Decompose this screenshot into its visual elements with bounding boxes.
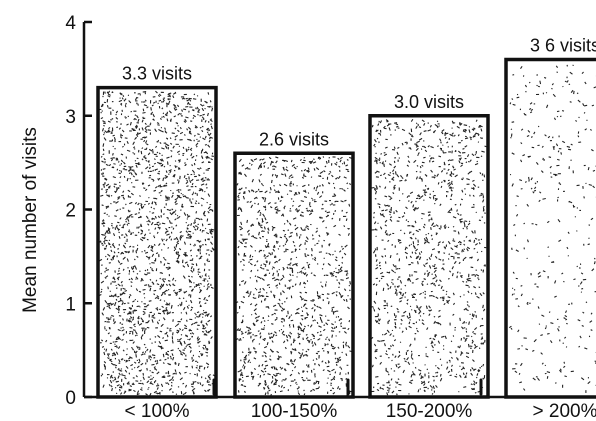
bar xyxy=(233,151,355,399)
bar-data-label: 3.0 visits xyxy=(394,92,464,112)
y-tick-label: 2 xyxy=(65,201,76,222)
bars xyxy=(96,57,596,399)
bar-data-label: 2.6 visits xyxy=(259,129,329,149)
category-label: > 200% xyxy=(533,401,596,421)
category-label: < 100% xyxy=(125,401,190,421)
y-tick-label: 3 xyxy=(65,107,76,128)
bar-data-label: 3 6 visits xyxy=(530,36,596,56)
bar-stipple xyxy=(98,90,216,397)
bar-stipple xyxy=(370,118,487,396)
bar-stipple xyxy=(235,156,353,398)
category-label: 150-200% xyxy=(386,401,473,421)
bar-data-label: 3.3 visits xyxy=(122,64,192,84)
bar xyxy=(504,57,596,399)
data-labels: 3.3 visits 2.6 visits 3.0 visits 3 6 visits xyxy=(122,36,596,150)
bar xyxy=(368,114,490,399)
category-labels: < 100% 100-150% 150-200% > 200% xyxy=(125,401,596,421)
category-label: 100-150% xyxy=(251,401,338,421)
bar xyxy=(96,85,218,399)
bar-stipple-texture xyxy=(98,64,596,398)
y-tick-label: 0 xyxy=(65,388,76,409)
bar-stipple xyxy=(508,64,596,393)
y-tick-label: 4 xyxy=(65,13,76,34)
y-ticks: 0 1 2 3 4 xyxy=(65,13,92,409)
y-tick-label: 1 xyxy=(65,294,76,315)
y-axis-label: Mean number of visits xyxy=(20,127,41,313)
